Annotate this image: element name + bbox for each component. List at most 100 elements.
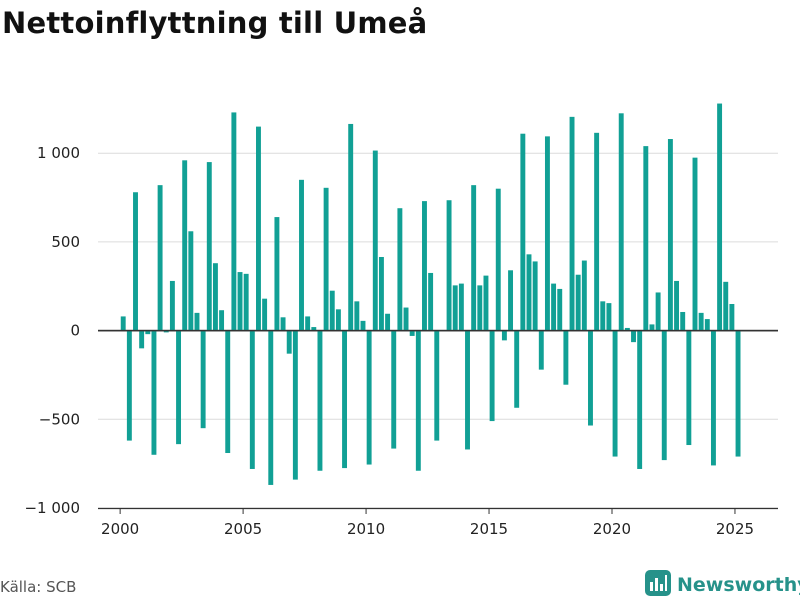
bar [194,312,200,331]
bar [280,317,286,331]
bar [649,324,655,331]
bar [391,330,397,449]
bar [385,313,391,331]
bar [415,330,421,471]
bar [169,280,175,331]
bar [495,188,501,331]
bar [292,330,298,480]
bar [372,150,378,331]
bar [182,160,188,331]
bar [483,275,489,331]
x-tick-label: 2020 [593,520,631,538]
bar [206,162,212,331]
bar [120,316,126,331]
bar [538,330,544,370]
bar [489,330,495,422]
chart-title: Nettoinflyttning till Umeå [2,6,428,40]
bar [403,307,409,331]
bar [723,281,729,331]
bars [98,103,778,485]
bar [329,290,335,331]
bar [335,309,341,331]
bar [569,116,575,331]
bar [243,273,249,331]
bar [477,285,483,331]
bar [446,200,452,331]
y-tick-label: 0 [70,322,80,340]
bar [428,272,434,331]
bar [157,185,163,331]
bar [501,330,507,341]
bar [212,263,218,331]
x-tick-label: 2025 [716,520,754,538]
bar [520,133,526,331]
bar [151,330,157,455]
bar [256,126,261,331]
bar [163,330,169,333]
x-tick-label: 2000 [101,520,139,538]
bar [219,310,225,331]
bar [378,256,384,331]
bar [618,113,624,331]
x-tick-label: 2005 [224,520,262,538]
bar [637,330,643,469]
bar [237,272,243,331]
bar [588,330,593,426]
y-tick-label: 1 000 [37,144,80,162]
bar [661,330,667,461]
bar [631,330,636,343]
bar [348,123,354,331]
bar [465,330,470,450]
brand[interactable]: Newsworthy [645,570,800,600]
brand-name: Newsworthy [677,574,800,596]
bar [729,304,735,331]
y-axis: −1 000 −500 0 500 1 000 [24,144,80,517]
bar [262,298,268,331]
bar [575,274,581,331]
bar [612,330,618,457]
bar [286,330,292,354]
bar [317,330,323,471]
bar [274,217,280,331]
bar [434,330,440,441]
bar [200,330,206,429]
bar [606,303,612,331]
bar [471,185,477,331]
bar [268,330,274,485]
bar [686,330,692,446]
bar [452,285,458,331]
bar [305,316,311,331]
x-axis: 2000 2005 2010 2015 2020 2025 [98,507,778,538]
bar [526,254,532,331]
bar [366,330,372,465]
newsworthy-logo-icon [645,570,671,600]
bar [692,157,698,331]
bar [188,231,194,331]
bar [249,330,255,469]
bar [735,330,741,457]
bar [667,139,673,331]
bar [594,132,600,331]
y-tick-label: −500 [39,410,80,428]
bar [544,136,550,331]
bar [643,146,649,331]
bar [680,311,686,331]
bar [397,208,403,331]
bar [551,283,557,331]
bar [458,283,464,331]
bar [557,288,563,331]
bar [145,330,151,335]
bar [299,179,304,331]
bar [698,312,704,331]
x-tick-label: 2015 [470,520,508,538]
bar [409,330,415,336]
bar [225,330,231,454]
source-note: Källa: SCB [0,578,77,596]
bar [674,280,680,331]
y-tick-label: 500 [51,233,80,251]
bar [563,330,569,385]
bar [311,327,317,331]
bar [126,330,132,441]
bar [710,330,716,466]
